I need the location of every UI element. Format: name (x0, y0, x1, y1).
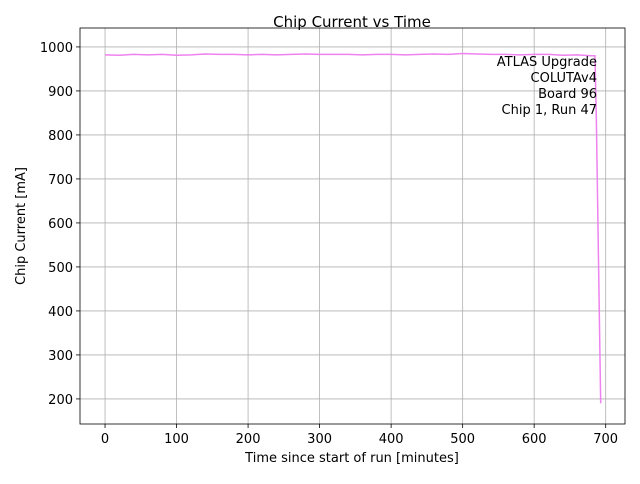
y-tick-label: 1000 (40, 41, 73, 56)
x-tick-label: 700 (593, 432, 618, 447)
y-tick-label: 400 (48, 305, 73, 320)
y-tick-label: 500 (48, 261, 73, 276)
chart-title: Chip Current vs Time (273, 13, 431, 31)
y-axis-label: Chip Current [mA] (14, 167, 29, 285)
annotation: COLUTAv4 (531, 71, 597, 86)
x-tick-label: 300 (307, 432, 332, 447)
x-axis-label: Time since start of run [minutes] (244, 451, 459, 466)
x-tick-label: 0 (101, 432, 109, 447)
annotation: Chip 1, Run 47 (502, 103, 597, 118)
x-tick-label: 200 (236, 432, 261, 447)
y-tick-label: 700 (48, 173, 73, 188)
x-tick-label: 600 (522, 432, 547, 447)
y-tick-label: 800 (48, 129, 73, 144)
annotation: Board 96 (538, 87, 597, 102)
data-line (105, 52, 602, 404)
annotation: ATLAS Upgrade (497, 55, 597, 70)
y-tick-label: 200 (48, 393, 73, 408)
x-tick-label: 100 (164, 432, 189, 447)
x-tick-label: 400 (379, 432, 404, 447)
x-tick-label: 500 (450, 432, 475, 447)
y-tick-label: 900 (48, 85, 73, 100)
y-tick-label: 300 (48, 349, 73, 364)
y-tick-label: 600 (48, 217, 73, 232)
plot-frame (79, 27, 626, 425)
